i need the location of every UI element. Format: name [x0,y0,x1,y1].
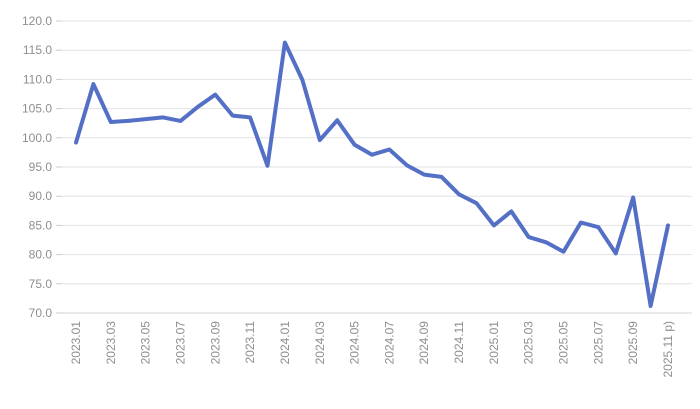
y-axis-label: 100.0 [22,131,52,145]
y-axis-label: 80.0 [29,248,53,262]
y-axis-label: 75.0 [29,277,53,291]
x-axis-label: 2023.11 [243,321,257,364]
x-axis-label: 2024.07 [382,321,396,365]
y-axis-label: 110.0 [23,72,52,86]
x-axis-label: 2025.07 [591,321,605,365]
x-axis-label: 2025.09 [626,321,640,365]
x-axis-label: 2023.05 [139,321,153,365]
series-line [74,40,670,308]
x-axis-label: 2024.11 [452,321,466,364]
y-axis-label: 115.0 [23,43,52,57]
y-axis-label: 120.0 [22,14,52,28]
x-axis-label: 2025.03 [522,321,536,365]
x-axis-label: 2025.11 p) [661,321,675,378]
y-axis-label: 85.0 [29,218,53,232]
x-axis-label: 2024.03 [313,321,327,365]
x-axis-label: 2023.03 [104,321,118,365]
x-axis-label: 2024.05 [348,321,362,365]
y-axis-label: 105.0 [22,102,52,116]
y-axis-label: 90.0 [29,189,53,203]
x-axis-label: 2023.07 [173,321,187,365]
y-axis-label: 70.0 [29,306,53,320]
y-axis-label: 95.0 [29,160,53,174]
x-axis-label: 2024.01 [278,321,292,365]
x-axis-label: 2023.01 [69,321,83,365]
x-axis-label: 2025.05 [557,321,571,365]
x-axis-label: 2025.01 [487,321,501,365]
x-axis-label: 2023.09 [208,321,222,365]
x-axis-label: 2024.09 [417,321,431,365]
